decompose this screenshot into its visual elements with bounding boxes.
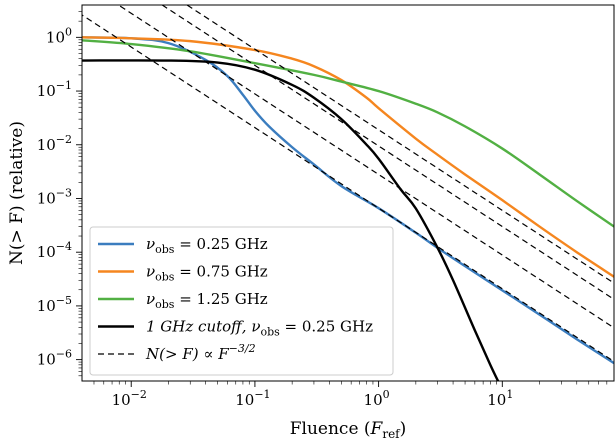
legend-entry: N(> F) ∝ F−3/2 (145, 342, 256, 363)
series-line-4 (82, 59, 500, 381)
reference-line-4 (185, 5, 614, 284)
x-tick-label: 10−2 (112, 388, 147, 409)
y-tick-label: 10−1 (37, 79, 72, 100)
tick-labels: 10−2 10−1 100 101 100 10−1 10−2 10−3 10−4 10−5 10−… (37, 25, 514, 409)
y-tick-label: 10−3 (37, 186, 72, 207)
axis-ticks (76, 11, 608, 387)
y-tick-label: 100 (46, 25, 72, 46)
reference-line-1 (82, 14, 614, 363)
plot-area (82, 5, 614, 381)
y-axis-label: N(> F) (relative) (7, 121, 27, 265)
x-tick-label: 100 (364, 388, 390, 409)
legend-entry: νobs = 1.25 GHz (146, 290, 268, 311)
legend-entry: 1 GHz cutoff, νobs = 0.25 GHz (146, 318, 373, 339)
series-line-2 (82, 36, 614, 278)
x-tick-label: 101 (487, 388, 513, 409)
plot-frame (81, 4, 615, 382)
reference-line-3 (161, 5, 614, 301)
y-tick-label: 10−6 (37, 348, 72, 369)
y-tick-label: 10−5 (37, 294, 72, 315)
legend-entry: νobs = 0.75 GHz (146, 263, 268, 284)
legend-box (89, 226, 394, 376)
series-line-1 (82, 36, 614, 365)
y-tick-label: 10−4 (37, 240, 72, 261)
reference-line-2 (117, 5, 614, 329)
legend-entry: νobs = 0.25 GHz (146, 235, 268, 256)
series-line-3 (82, 39, 614, 228)
legend: νobs = 0.25 GHz νobs = 0.75 GHz νobs = 1.2… (89, 226, 394, 376)
y-tick-label: 10−2 (37, 133, 72, 154)
x-tick-label: 10−1 (235, 388, 270, 409)
x-axis-label: Fluence (Fref) (290, 419, 407, 441)
